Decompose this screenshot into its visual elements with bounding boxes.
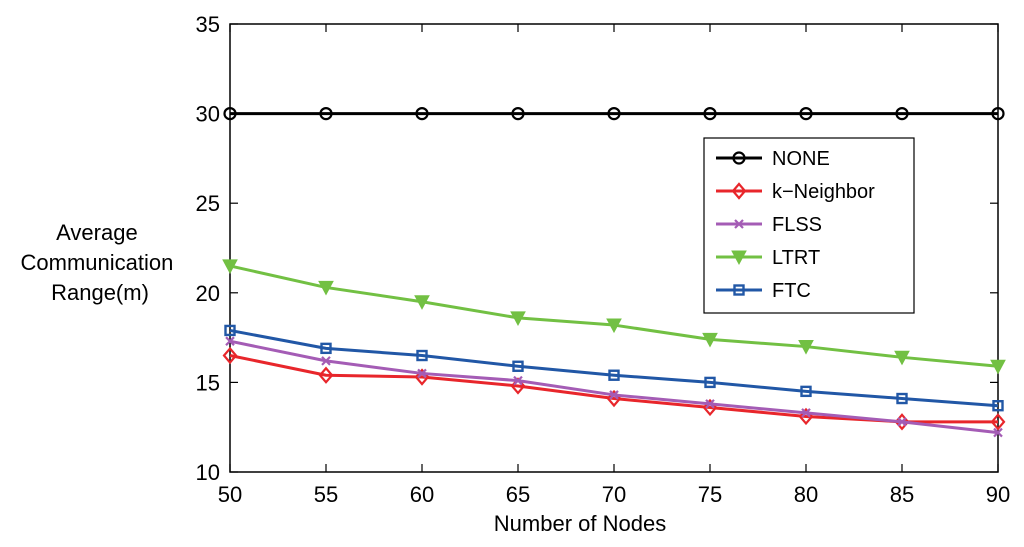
data-point — [416, 349, 428, 362]
data-point — [799, 106, 813, 121]
legend-label: FLSS — [772, 214, 822, 236]
legend-label: k−Neighbor — [772, 181, 875, 203]
data-point — [225, 336, 235, 346]
data-point — [897, 417, 907, 427]
x-tick-label: 55 — [314, 482, 338, 507]
legend-item: LTRT — [716, 247, 820, 269]
y-tick-label: 30 — [196, 102, 220, 127]
series-0 — [223, 106, 1005, 121]
legend-item: FLSS — [716, 214, 822, 236]
x-axis-label: Number of Nodes — [494, 511, 666, 536]
series-4 — [224, 324, 1004, 412]
data-point — [702, 332, 718, 348]
legend-marker — [734, 219, 744, 229]
data-point — [990, 359, 1006, 375]
data-point — [606, 318, 622, 334]
data-point — [417, 368, 427, 379]
data-point — [894, 413, 910, 431]
data-point — [414, 295, 430, 310]
y-tick-label: 35 — [196, 12, 220, 37]
y-axis-label: Average Communication Range(m) — [21, 220, 180, 305]
data-point — [512, 360, 524, 372]
data-point — [703, 106, 717, 121]
axis-ticks: 50 55 60 65 70 75 80 85 90 10 15 20 25 30 35 — [196, 12, 1011, 507]
y-tick-label: 20 — [196, 281, 220, 306]
data-point — [705, 399, 715, 409]
data-point — [896, 392, 908, 405]
series-line — [229, 354, 998, 424]
series-2 — [225, 336, 1003, 438]
x-tick-label: 50 — [218, 482, 242, 507]
data-point — [320, 342, 332, 355]
data-point — [415, 106, 429, 121]
legend-label: FTC — [772, 280, 811, 302]
data-point — [319, 106, 333, 121]
y-axis-label-line-2: Communication — [21, 250, 174, 275]
legend-item: k−Neighbor — [716, 181, 875, 203]
legend-marker — [731, 250, 747, 266]
y-tick-label: 15 — [196, 370, 220, 395]
x-tick-label: 70 — [602, 482, 626, 507]
legend-marker — [733, 284, 745, 296]
data-point — [321, 356, 331, 366]
legend-item: NONE — [716, 148, 830, 170]
x-tick-label: 75 — [698, 482, 722, 507]
legend: NONE k−Neighbor FLSS LTRT FTC — [703, 137, 915, 314]
data-point — [318, 366, 334, 384]
series-1 — [222, 346, 1006, 431]
legend-label: LTRT — [772, 247, 820, 269]
data-point — [224, 324, 236, 337]
x-tick-label: 90 — [986, 482, 1010, 507]
data-point — [511, 106, 525, 121]
data-point — [513, 375, 523, 386]
y-tick-label: 10 — [196, 460, 220, 485]
data-point — [991, 106, 1005, 121]
data-point — [801, 408, 811, 418]
data-point — [223, 106, 237, 121]
data-point — [992, 399, 1004, 412]
x-tick-label: 65 — [506, 482, 530, 507]
series-layer — [222, 106, 1006, 438]
data-point — [993, 427, 1003, 438]
y-axis-label-line-1: Average — [56, 220, 138, 245]
legend-item: FTC — [716, 280, 811, 302]
data-point — [609, 390, 619, 400]
data-point — [704, 376, 716, 389]
data-point — [798, 340, 814, 355]
data-point — [222, 346, 238, 365]
y-axis-label-line-3: Range(m) — [51, 280, 149, 305]
series-3 — [222, 259, 1006, 375]
series-line — [229, 328, 999, 408]
x-tick-label: 85 — [890, 482, 914, 507]
y-tick-label: 25 — [196, 191, 220, 216]
data-point — [222, 259, 238, 274]
data-point — [990, 413, 1006, 431]
legend-marker — [732, 151, 746, 165]
legend-marker — [731, 182, 747, 200]
data-point — [895, 106, 909, 121]
x-tick-label: 80 — [794, 482, 818, 507]
data-point — [800, 385, 812, 398]
x-tick-label: 60 — [410, 482, 434, 507]
data-point — [608, 369, 620, 381]
data-point — [510, 311, 526, 326]
data-point — [894, 350, 910, 366]
data-point — [318, 280, 334, 296]
legend-label: NONE — [772, 148, 830, 170]
data-point — [607, 106, 621, 121]
